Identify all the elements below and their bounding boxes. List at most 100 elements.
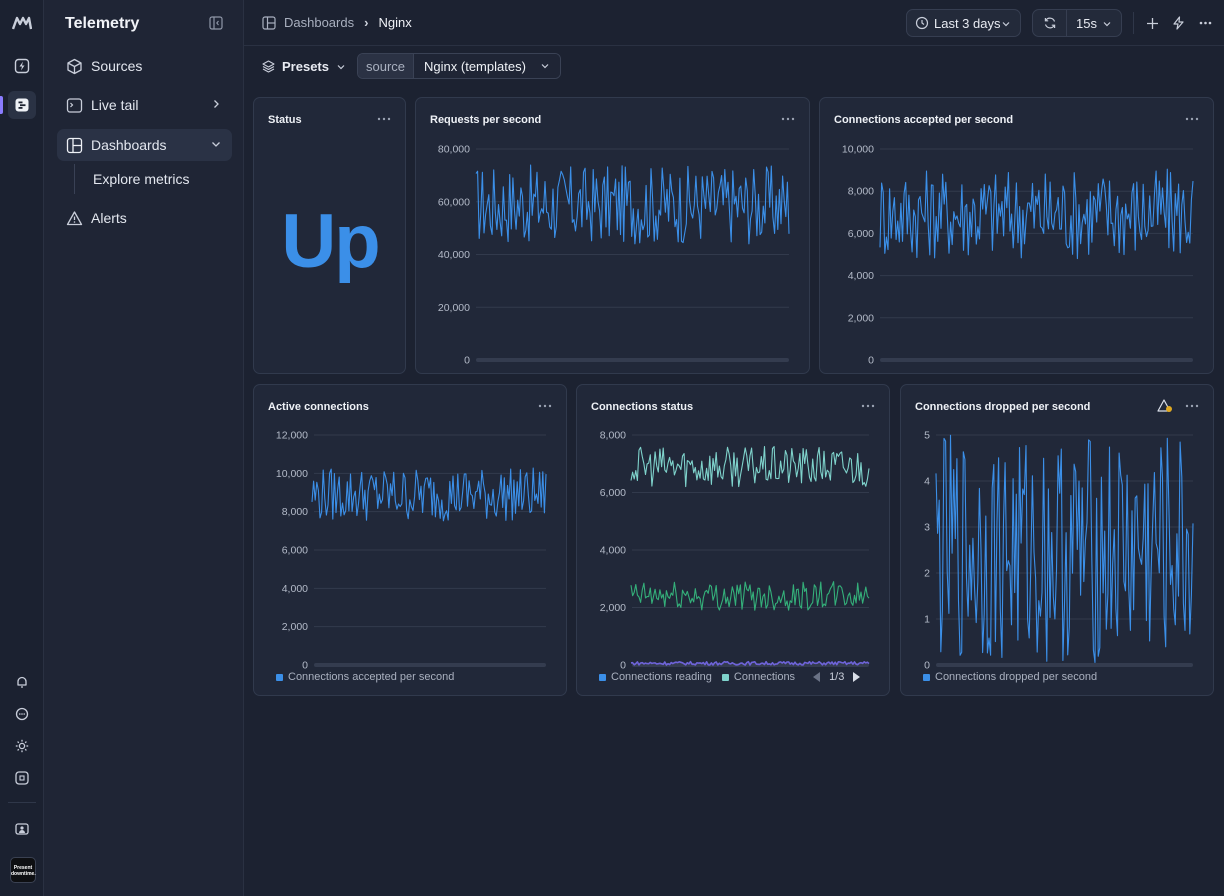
panel-title: Active connections: [268, 401, 369, 413]
panel-menu-icon[interactable]: [377, 114, 391, 124]
source-filter[interactable]: source Nginx (templates): [357, 53, 561, 79]
chart-active-connections[interactable]: 0 2,000 4,000 6,000 8,000 10,000 12,000: [254, 385, 568, 697]
x-scrollbar[interactable]: [936, 663, 1193, 667]
y-tick-label: 3: [924, 522, 930, 534]
bell-icon[interactable]: [8, 668, 36, 696]
badge-line-1: Present: [13, 865, 33, 871]
chart-legend: Connections accepted per second: [276, 671, 464, 683]
sidebar-item-alerts[interactable]: Alerts: [57, 202, 232, 234]
panel-title: Connections dropped per second: [915, 401, 1091, 413]
sidebar-item-dashboards[interactable]: Dashboards: [57, 129, 232, 161]
chart-requests-per-second[interactable]: 0 20,000 40,000 60,000 80,000: [416, 98, 811, 375]
legend-item[interactable]: Connections: [721, 671, 795, 683]
caret-right-icon[interactable]: [852, 672, 861, 682]
legend-item[interactable]: Connections dropped per second: [923, 671, 1097, 683]
legend-label: Connections dropped per second: [935, 671, 1098, 683]
main-area: Dashboards › Nginx Last 3 days 15s: [244, 0, 1224, 896]
more-options-icon[interactable]: [1196, 14, 1214, 32]
rail-active-indicator: [0, 96, 3, 114]
panel-connections-accepted: Connections accepted per second 0 2,000 4,…: [819, 97, 1214, 374]
chart-legend: Connections dropped per second: [923, 671, 1107, 683]
y-tick-label: 20,000: [438, 302, 470, 314]
panel-connections-status: Connections status 0 2,000 4,000 6,000 8,000…: [576, 384, 890, 696]
chart-connections-status[interactable]: 0 2,000 4,000 6,000 8,000: [577, 385, 891, 697]
series-line: [935, 434, 1194, 664]
chart-connections-accepted[interactable]: 0 2,000 4,000 6,000 8,000 10,000: [820, 98, 1215, 375]
command-key-icon[interactable]: [8, 764, 36, 792]
chevron-down-icon: [1002, 22, 1010, 27]
layers-icon: [262, 60, 275, 73]
time-range-button[interactable]: Last 3 days: [906, 9, 1021, 37]
refresh-button[interactable]: [1033, 10, 1067, 36]
series-line: [630, 446, 870, 488]
sun-icon[interactable]: [8, 732, 36, 760]
legend-page-indicator: 1/3: [829, 671, 845, 683]
presets-button[interactable]: Presets: [262, 59, 346, 74]
panel-menu-icon[interactable]: [1185, 401, 1199, 411]
collapse-sidebar-icon[interactable]: [209, 16, 223, 30]
brand-logo-icon[interactable]: [8, 9, 36, 37]
sidebar-item-label: Dashboards: [91, 137, 167, 153]
panel-menu-icon[interactable]: [538, 401, 552, 411]
chart-connections-dropped[interactable]: 0 1 2 3 4 5: [901, 385, 1215, 697]
y-tick-label: 4,000: [282, 583, 308, 595]
legend-item[interactable]: Connections accepted per second: [276, 671, 454, 683]
y-tick-label: 1: [924, 614, 930, 626]
refresh-interval-select[interactable]: 15s: [1067, 10, 1121, 36]
y-tick-label: 8,000: [848, 186, 874, 198]
breadcrumb-separator-icon: ›: [364, 15, 369, 30]
y-tick-label: 0: [302, 660, 308, 672]
breadcrumb: Dashboards › Nginx: [262, 15, 412, 30]
y-tick-label: 8,000: [600, 430, 626, 442]
x-scrollbar[interactable]: [314, 663, 546, 667]
refresh-interval-label: 15s: [1076, 15, 1097, 31]
clock-icon: [915, 16, 929, 30]
filter-bar: Presets source Nginx (templates): [244, 46, 1224, 86]
telemetry-bolt-icon[interactable]: [8, 52, 36, 80]
panel-menu-icon[interactable]: [1185, 114, 1199, 124]
y-tick-label: 4,000: [600, 545, 626, 557]
legend-label: Connections accepted per second: [288, 671, 455, 683]
organization-badge[interactable]: Present downtime.: [10, 857, 36, 883]
presets-label: Presets: [282, 59, 329, 74]
panel-title: Connections status: [591, 401, 694, 413]
refresh-icon: [1044, 17, 1055, 29]
source-filter-key: source: [358, 54, 415, 78]
x-scrollbar[interactable]: [476, 358, 789, 362]
series-line: [879, 168, 1194, 260]
refresh-control: 15s: [1032, 9, 1122, 37]
panel-connections-dropped: Connections dropped per second 0 1 2 3 4 5 Co…: [900, 384, 1214, 696]
x-scrollbar[interactable]: [880, 358, 1193, 362]
series-line: [475, 164, 790, 245]
cube-icon: [65, 57, 83, 75]
panel-title: Status: [268, 114, 302, 126]
add-icon[interactable]: [1143, 14, 1161, 32]
breadcrumb-root[interactable]: Dashboards: [284, 15, 355, 30]
legend-item[interactable]: Connections reading: [599, 671, 712, 683]
y-tick-label: 8,000: [282, 506, 308, 518]
rail-divider: [8, 802, 36, 803]
dashboard-icon: [262, 15, 276, 30]
bolt-icon[interactable]: [1169, 14, 1187, 32]
sidebar-item-live-tail[interactable]: Live tail: [57, 89, 232, 121]
logs-app-icon[interactable]: [8, 91, 36, 119]
user-profile-icon[interactable]: [8, 815, 36, 843]
sidebar: Telemetry Sources Live tail Dashboards E…: [44, 0, 244, 896]
panel-requests-per-second: Requests per second 0 20,000 40,000 60,000 8…: [415, 97, 810, 374]
y-tick-label: 60,000: [438, 196, 470, 208]
legend-label: Connections reading: [611, 671, 712, 683]
warning-icon[interactable]: [1157, 399, 1173, 413]
caret-left-icon[interactable]: [813, 672, 821, 682]
chat-icon[interactable]: [8, 700, 36, 728]
sidebar-item-explore-metrics[interactable]: Explore metrics: [93, 171, 190, 187]
panel-title: Requests per second: [430, 114, 542, 126]
source-filter-value[interactable]: Nginx (templates): [414, 54, 560, 78]
panel-menu-icon[interactable]: [781, 114, 795, 124]
y-tick-label: 0: [868, 355, 874, 367]
panel-menu-icon[interactable]: [861, 401, 875, 411]
sidebar-item-label: Sources: [91, 58, 143, 74]
sidebar-item-label: Alerts: [91, 210, 127, 226]
y-tick-label: 6,000: [600, 487, 626, 499]
sidebar-item-sources[interactable]: Sources: [57, 50, 232, 82]
